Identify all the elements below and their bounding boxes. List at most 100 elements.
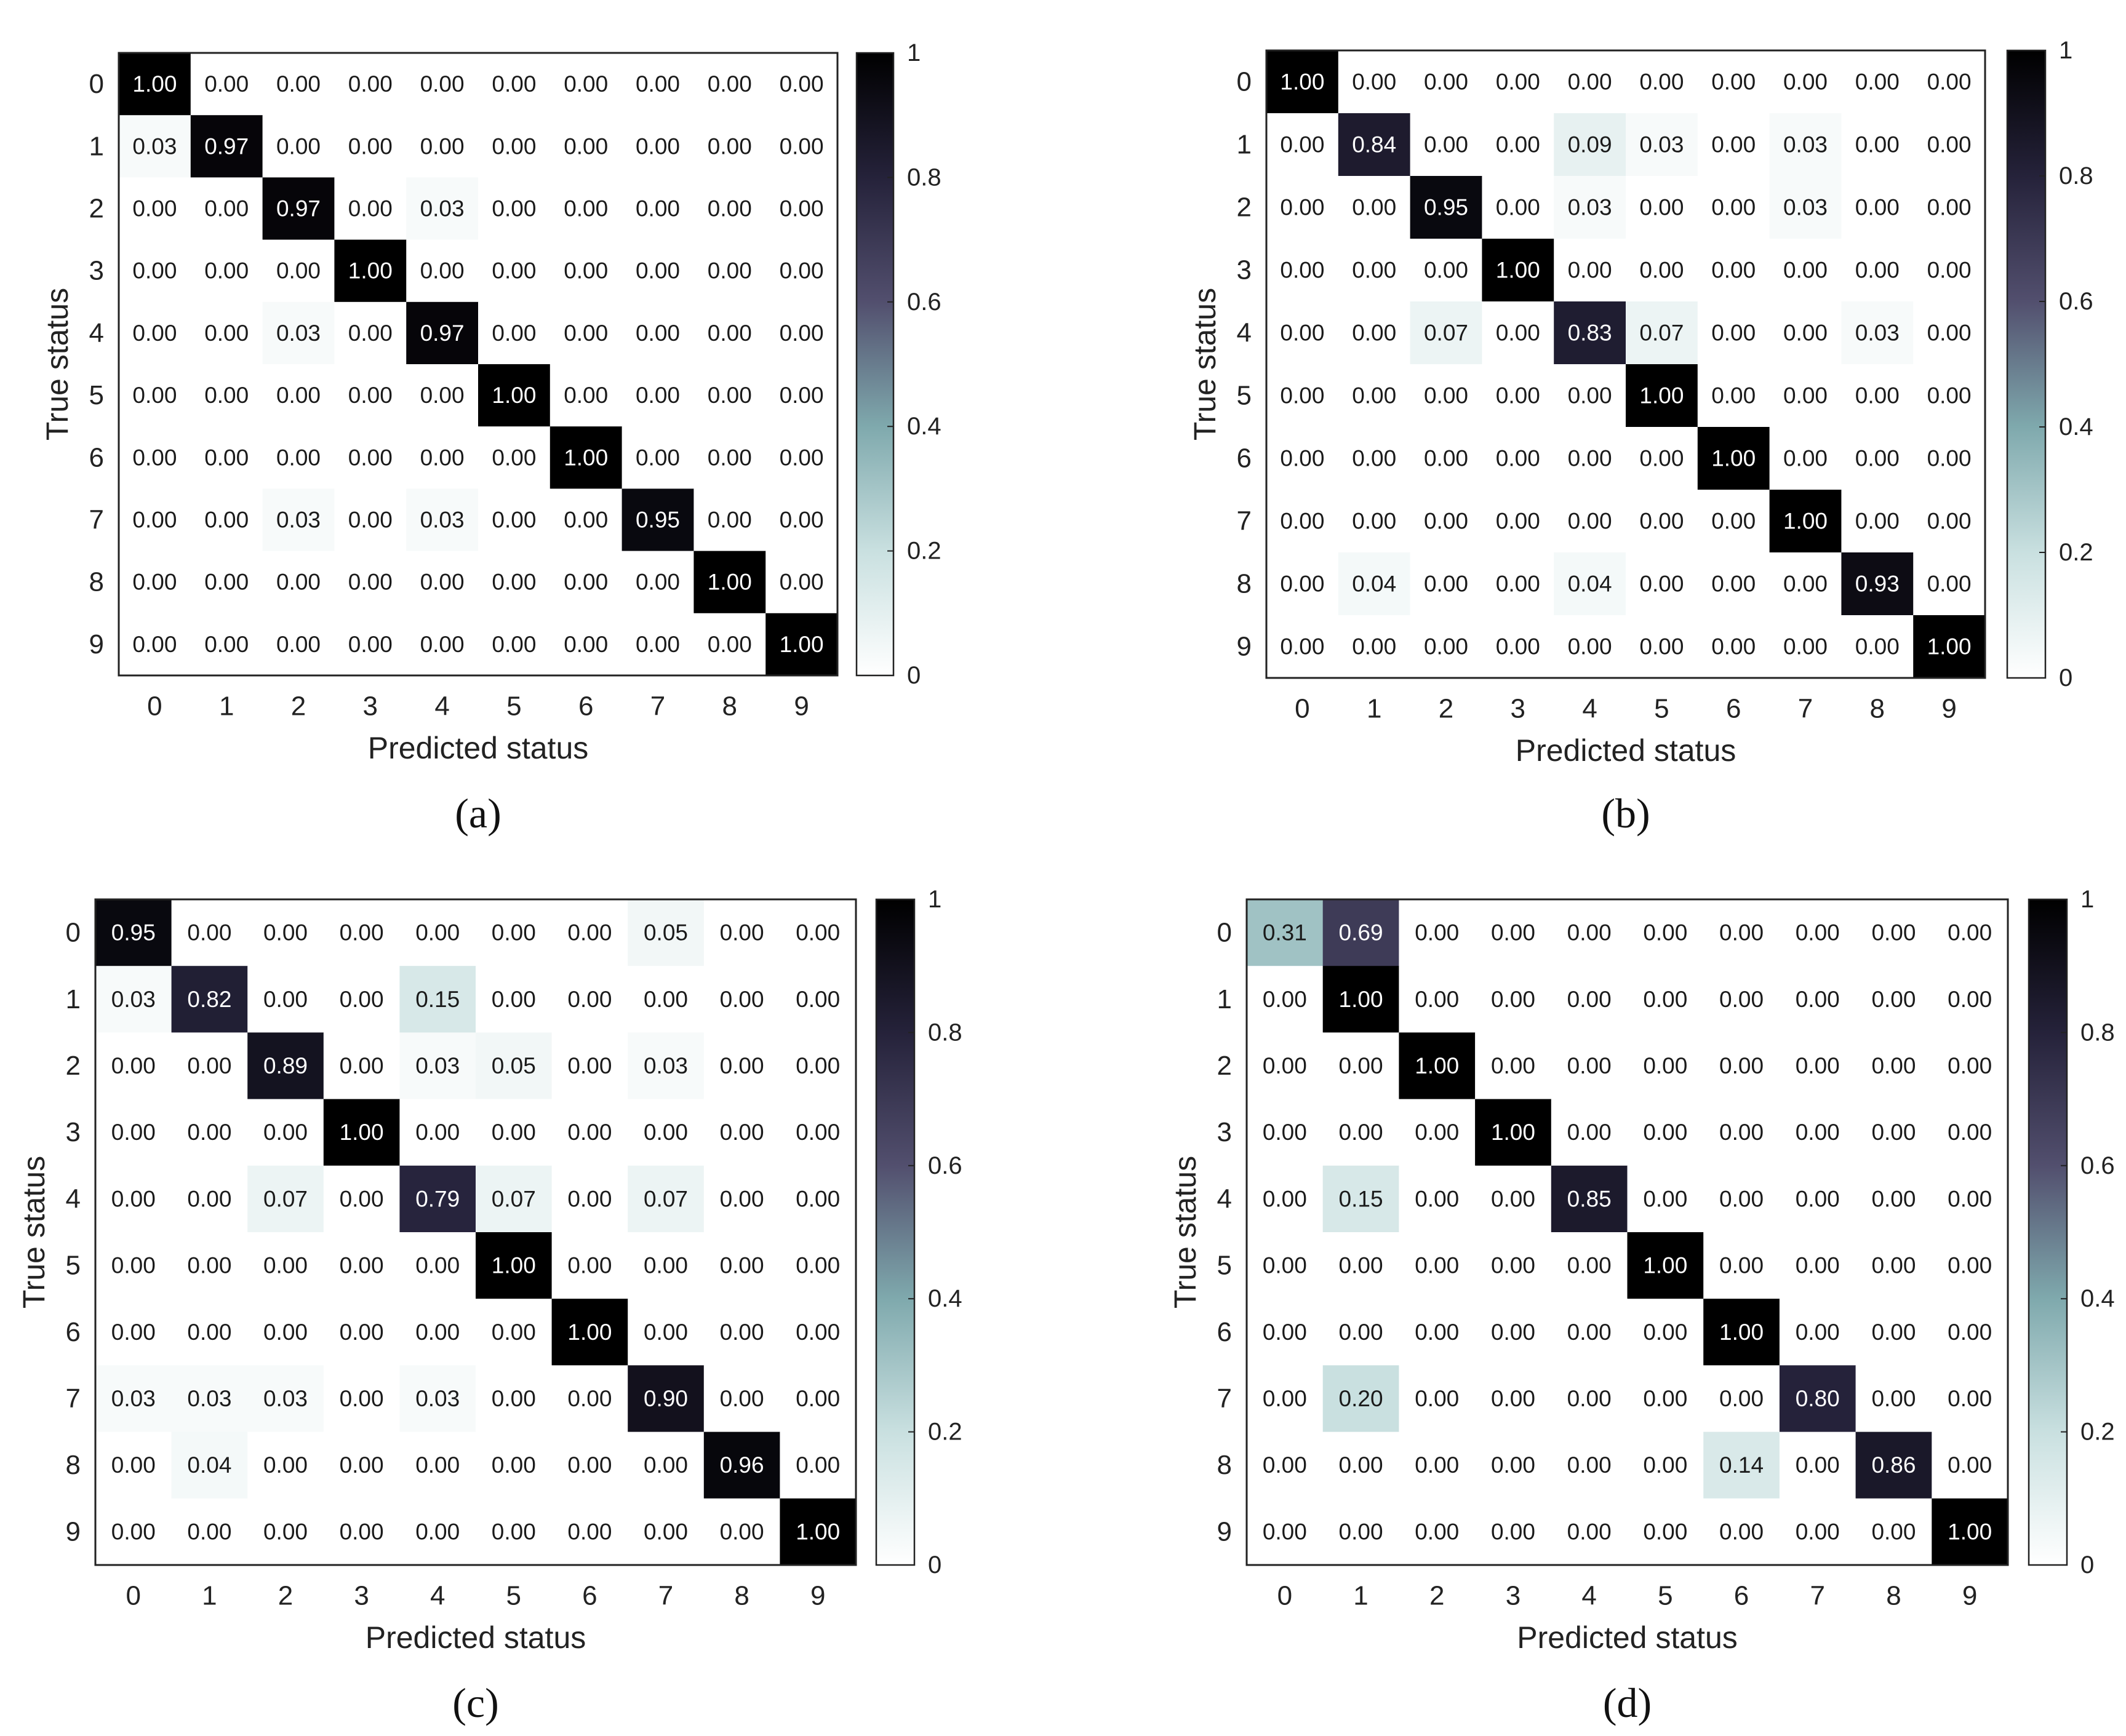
heatmap-cell: [693, 53, 766, 116]
x-axis-label: Predicted status: [368, 731, 589, 765]
cell-value-label: 0.00: [492, 321, 536, 346]
heatmap-cell: [1399, 1498, 1476, 1566]
cell-value-label: 0.00: [111, 1519, 156, 1544]
cell-value-label: 0.00: [348, 71, 393, 97]
heatmap-cell: [551, 1498, 628, 1566]
heatmap-cell: [1266, 427, 1339, 490]
colorbar-tick-label: 0.4: [2059, 413, 2093, 440]
cell-value-label: 0.03: [187, 1386, 231, 1411]
cell-value-label: 0.00: [276, 71, 321, 97]
y-tick-label: 9: [1237, 632, 1252, 662]
heatmap-cell: [1482, 490, 1554, 553]
heatmap-cell: [1626, 427, 1698, 490]
cell-value-label: 0.00: [1567, 1386, 1612, 1411]
plot-frame: [94, 898, 857, 1566]
cell-value-label: 0.00: [1263, 1386, 1307, 1411]
cell-value-label: 0.00: [276, 570, 321, 595]
heatmap-cell: [628, 1498, 705, 1566]
cell-value-label: 0.00: [132, 632, 177, 657]
heatmap-cell: [262, 551, 335, 614]
heatmap-cell: [1338, 239, 1411, 302]
cell-value-label: 0.00: [1927, 446, 1972, 471]
cell-value-label: 0.00: [1643, 1452, 1687, 1478]
x-tick-label: 7: [1810, 1581, 1825, 1611]
heatmap-cell: [1322, 966, 1399, 1033]
cell-value-label: 0.07: [1639, 321, 1684, 346]
cell-value-label: 1.00: [1491, 1120, 1535, 1145]
heatmap-cell: [1554, 301, 1626, 365]
cell-value-label: 0.00: [204, 632, 249, 657]
heatmap-cell: [262, 426, 335, 489]
cell-value-label: 0.05: [644, 920, 688, 946]
cell-value-label: 0.00: [1568, 446, 1612, 471]
cell-value-label: 0.00: [111, 1186, 156, 1211]
x-tick-label: 8: [722, 691, 737, 722]
heatmap-cell: [1913, 239, 1986, 302]
heatmap-cell: [399, 1365, 476, 1433]
heatmap-cell: [1554, 176, 1626, 239]
colorbar-tick-label: 0.2: [928, 1419, 962, 1446]
cell-value-label: 0.00: [1280, 195, 1324, 220]
heatmap-cell: [406, 53, 479, 116]
heatmap-cell: [1554, 490, 1626, 553]
heatmap-cell: [1932, 1498, 2008, 1566]
y-tick-label: 2: [1217, 1051, 1232, 1081]
heatmap-cell: [551, 899, 628, 966]
cell-value-label: 0.00: [111, 1452, 156, 1478]
cell-value-label: 0.00: [720, 1253, 764, 1278]
cell-value-label: 0.00: [420, 383, 465, 408]
heatmap-cell: [628, 1165, 705, 1233]
heatmap-cell: [1913, 615, 1986, 679]
heatmap-cell: [1322, 1099, 1399, 1166]
cell-value-label: 0.00: [567, 1519, 612, 1544]
cell-value-label: 0.00: [636, 133, 680, 159]
heatmap-cell: [1626, 239, 1698, 302]
colorbar-tick-label: 0.8: [907, 164, 941, 191]
cell-value-label: 0.00: [1415, 987, 1459, 1012]
y-tick-label: 9: [66, 1516, 81, 1547]
heatmap-cell: [262, 301, 335, 365]
heatmap-cell: [549, 115, 623, 178]
cell-value-label: 0.00: [1948, 1452, 1992, 1478]
heatmap-cell: [1410, 364, 1482, 428]
y-tick-label: 8: [1217, 1450, 1232, 1480]
cell-value-label: 0.00: [1352, 383, 1396, 408]
heatmap-cell: [1697, 239, 1770, 302]
cell-value-label: 0.00: [1496, 321, 1540, 346]
cell-value-label: 0.07: [263, 1186, 308, 1211]
heatmap-cell: [334, 53, 407, 116]
heatmap-cell: [1932, 1299, 2008, 1366]
cell-value-label: 0.00: [1424, 509, 1468, 534]
cell-value-label: 0.00: [1415, 920, 1459, 946]
cell-value-label: 0.00: [492, 570, 536, 595]
heatmap-cell: [1247, 1099, 1324, 1166]
cell-value-label: 0.97: [204, 133, 249, 159]
heatmap-cell: [247, 1299, 324, 1366]
heatmap-cell: [399, 1498, 476, 1566]
heatmap-cell: [262, 239, 335, 303]
heatmap-cell: [247, 966, 324, 1033]
x-tick-label: 8: [1870, 694, 1885, 724]
cell-value-label: 0.00: [796, 1120, 840, 1145]
x-tick-label: 2: [1439, 694, 1453, 724]
cell-value-label: 0.00: [1568, 383, 1612, 408]
x-tick-label: 0: [1295, 694, 1309, 724]
heatmap-cell: [478, 488, 551, 552]
heatmap-cell: [693, 301, 766, 365]
cell-value-label: 0.00: [1783, 321, 1828, 346]
colorbar-tick-label: 0: [907, 662, 921, 689]
x-tick-label: 1: [219, 691, 234, 722]
cell-value-label: 0.00: [348, 196, 393, 221]
heatmap-cell: [262, 364, 335, 427]
y-tick-label: 0: [1217, 918, 1232, 948]
heatmap-cell: [1482, 50, 1554, 114]
heatmap-cell: [549, 364, 623, 427]
cell-value-label: 0.00: [492, 133, 536, 159]
heatmap-cell: [1626, 50, 1698, 114]
heatmap-cell: [95, 1232, 172, 1299]
cell-value-label: 0.00: [1643, 1186, 1687, 1211]
heatmap-cell: [703, 1099, 780, 1166]
x-tick-label: 5: [1658, 1581, 1672, 1611]
cell-value-label: 1.00: [492, 1253, 536, 1278]
cell-value-label: 0.00: [1424, 258, 1468, 283]
